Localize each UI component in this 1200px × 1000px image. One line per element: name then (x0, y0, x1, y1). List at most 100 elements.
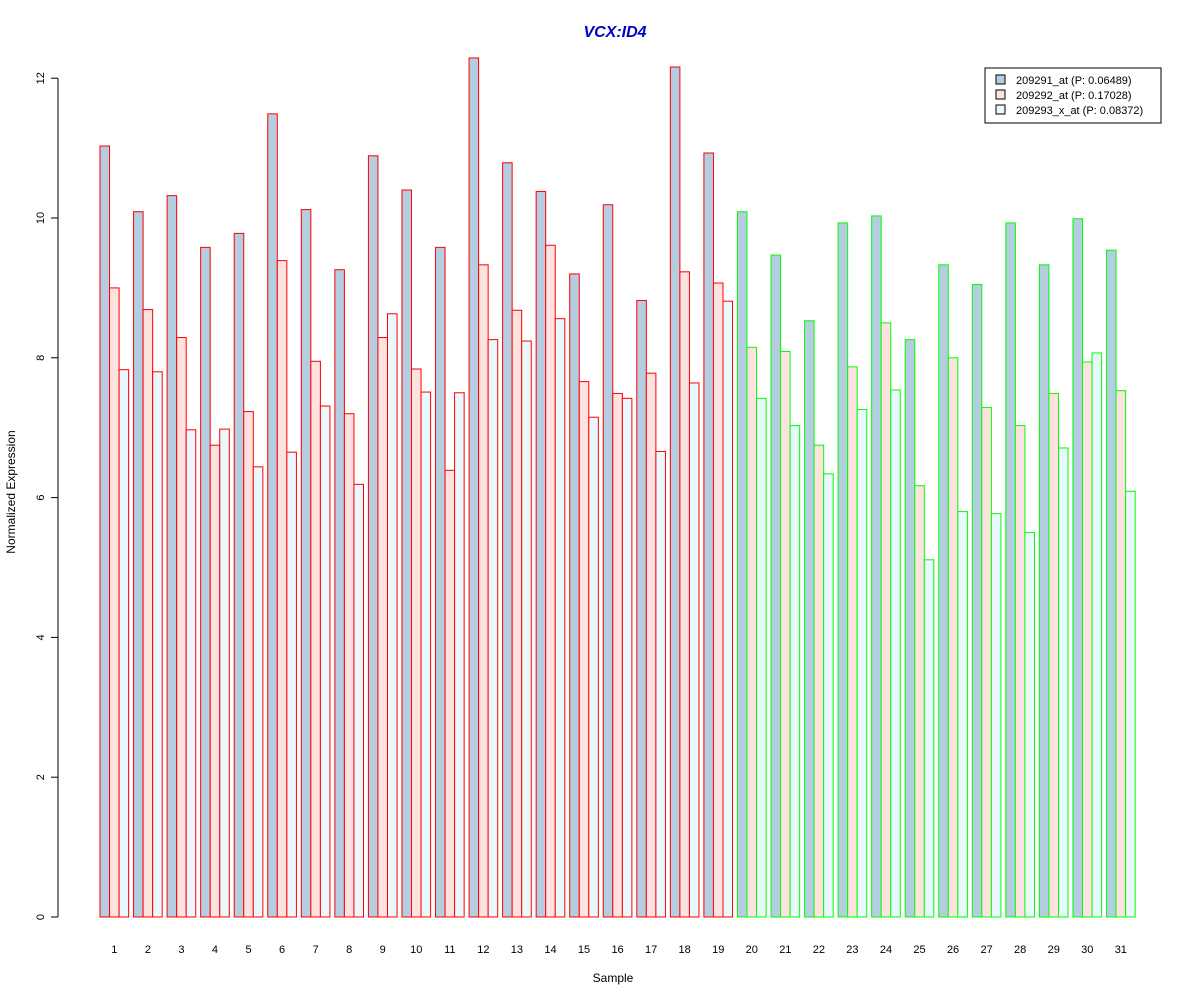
bar-sample-8-series-1 (334, 269, 345, 918)
bar-sample-1-series-2 (109, 287, 120, 918)
bar-sample-16-series-3 (621, 397, 633, 918)
bar-sample-25-series-2 (914, 485, 925, 918)
x-tick-label: 6 (279, 944, 285, 956)
x-tick-label: 23 (846, 944, 858, 956)
bar-sample-14-series-1 (535, 190, 547, 918)
bar-sample-3-series-2 (176, 337, 187, 918)
bar-sample-28-series-3 (1024, 532, 1035, 918)
bar-sample-15-series-1 (569, 273, 580, 918)
bar-sample-14-series-3 (554, 318, 566, 918)
bar-sample-6-series-1 (267, 113, 278, 918)
x-tick-label: 10 (410, 944, 422, 956)
legend-swatch (995, 104, 1006, 115)
bar-sample-4-series-3 (219, 428, 230, 918)
bar-sample-18-series-1 (669, 66, 681, 918)
y-tick-label: 12 (35, 72, 47, 84)
bar-sample-15-series-3 (588, 416, 599, 918)
bar-sample-14-series-2 (545, 244, 556, 918)
bar-sample-10-series-2 (411, 368, 422, 918)
bar-sample-30-series-1 (1072, 218, 1083, 918)
bar-sample-21-series-2 (780, 351, 791, 918)
bar-sample-4-series-1 (200, 246, 211, 918)
x-tick-label: 19 (712, 944, 724, 956)
bar-sample-26-series-1 (938, 264, 949, 918)
bar-sample-9-series-3 (387, 313, 398, 918)
bar-sample-18-series-2 (679, 271, 690, 918)
bar-sample-19-series-2 (712, 282, 724, 918)
legend-box (984, 67, 1162, 124)
x-tick-label: 18 (679, 944, 691, 956)
bar-sample-24-series-3 (890, 389, 901, 918)
bar-sample-5-series-2 (243, 411, 254, 918)
x-tick-label: 12 (477, 944, 489, 956)
legend-swatch (995, 89, 1006, 100)
bar-sample-21-series-3 (789, 425, 801, 918)
bar-sample-9-series-2 (377, 337, 389, 918)
x-tick-label: 28 (1014, 944, 1026, 956)
x-tick-label: 22 (813, 944, 825, 956)
x-tick-label: 4 (212, 944, 218, 956)
legend-entry-label: 209293_x_at (P: 0.08372) (1016, 105, 1143, 117)
bar-sample-10-series-1 (401, 189, 413, 918)
x-tick-label: 8 (346, 944, 352, 956)
bar-sample-17-series-2 (645, 372, 657, 918)
bar-sample-19-series-3 (722, 300, 734, 918)
x-tick-label: 17 (645, 944, 657, 956)
legend-entry-label: 209291_at (P: 0.06489) (1016, 75, 1132, 87)
bar-sample-22-series-2 (813, 444, 825, 918)
y-axis-label: Normalized Expression (4, 430, 18, 553)
x-tick-label: 11 (444, 944, 455, 956)
bar-sample-31-series-2 (1115, 390, 1127, 918)
y-tick-label: 10 (35, 212, 47, 224)
bar-sample-29-series-3 (1058, 447, 1069, 918)
x-tick-label: 21 (779, 944, 791, 956)
bar-sample-28-series-1 (1005, 222, 1016, 918)
x-tick-label: 13 (511, 944, 523, 956)
bar-sample-11-series-2 (444, 469, 456, 918)
bar-sample-7-series-1 (300, 209, 312, 918)
bar-sample-20-series-2 (746, 346, 758, 918)
x-tick-label: 26 (947, 944, 959, 956)
bar-sample-18-series-3 (688, 382, 700, 918)
bar-sample-21-series-1 (770, 254, 782, 918)
bar-sample-23-series-3 (856, 409, 868, 918)
bar-sample-1-series-1 (99, 145, 111, 918)
bar-sample-3-series-3 (185, 429, 197, 918)
bar-sample-30-series-2 (1082, 361, 1093, 918)
bar-sample-29-series-1 (1038, 264, 1050, 918)
x-tick-label: 29 (1048, 944, 1060, 956)
bar-sample-7-series-2 (310, 360, 321, 918)
bar-sample-19-series-1 (703, 152, 714, 918)
bar-sample-24-series-1 (871, 215, 882, 918)
bar-sample-28-series-2 (1014, 425, 1026, 918)
bar-sample-27-series-1 (971, 283, 983, 918)
bar-sample-10-series-3 (420, 391, 432, 918)
bar-sample-24-series-2 (880, 322, 892, 918)
x-tick-label: 31 (1115, 944, 1127, 956)
bar-sample-29-series-2 (1048, 392, 1059, 918)
bar-sample-31-series-1 (1106, 249, 1117, 918)
bar-sample-13-series-3 (521, 340, 532, 918)
bar-sample-12-series-1 (468, 57, 480, 918)
x-axis-tick-labels: 1 2 3 4 5 6 7 8 9 10 11 12 13 14 15 16 17 18 19 20 21 22 23 24 2… (111, 944, 1127, 956)
legend-entry-label: 209292_at (P: 0.17028) (1016, 90, 1132, 102)
bar-sample-8-series-3 (353, 483, 365, 918)
chart-title: VCX:ID4 (583, 24, 646, 41)
x-tick-label: 3 (178, 944, 184, 956)
bar-sample-12-series-3 (487, 339, 499, 918)
x-tick-label: 1 (111, 944, 117, 956)
bar-sample-4-series-2 (209, 444, 221, 918)
y-tick-label: 0 (35, 914, 47, 920)
bar-sample-7-series-3 (319, 405, 331, 918)
x-tick-label: 15 (578, 944, 590, 956)
bar-sample-31-series-3 (1125, 490, 1136, 918)
bar-sample-3-series-1 (166, 195, 178, 918)
bar-sample-5-series-3 (252, 466, 264, 918)
bar-sample-17-series-1 (636, 299, 647, 918)
bar-sample-12-series-2 (478, 264, 489, 918)
bar-sample-27-series-3 (990, 513, 1002, 918)
bar-sample-2-series-1 (133, 211, 144, 918)
x-axis-label: Sample (593, 971, 634, 985)
bar-sample-11-series-1 (435, 246, 446, 918)
